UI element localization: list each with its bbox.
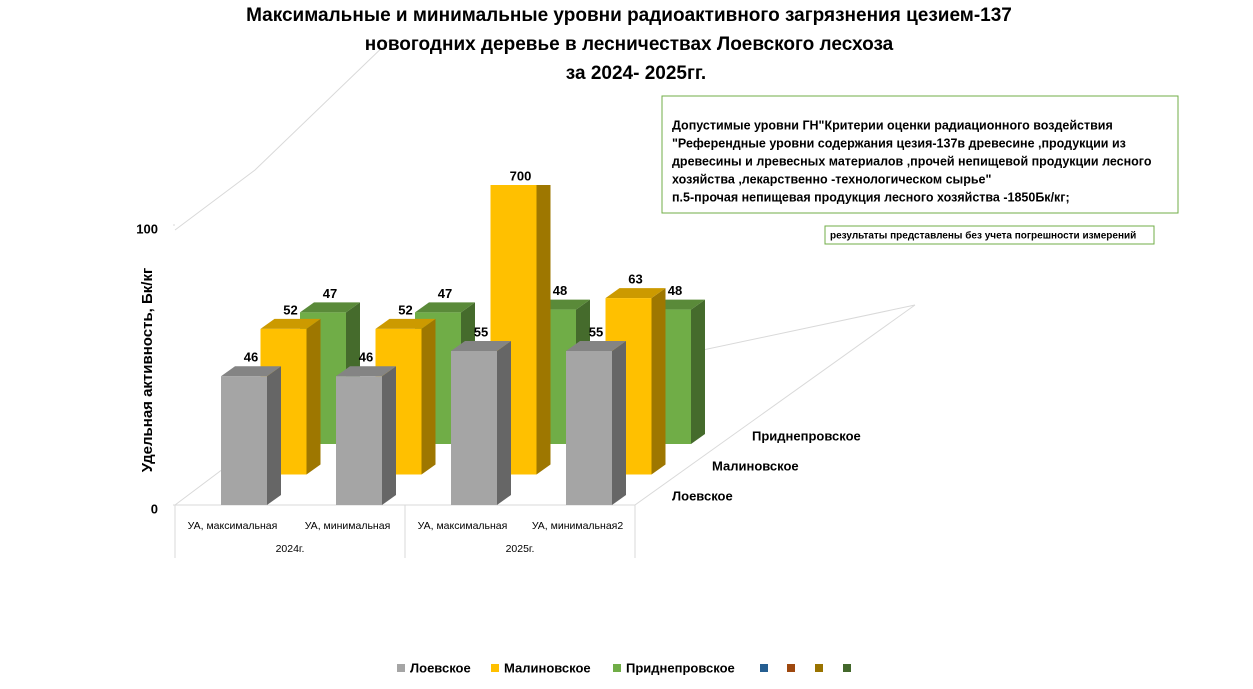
bar-top [300,302,360,313]
group-label: 2025г. [506,543,535,555]
bar-top [566,341,626,351]
data-label: 700 [510,168,532,183]
legend-swatch [397,664,405,672]
bar-top [336,366,396,377]
x-tick-label: УА, максимальная [418,520,508,532]
annotation: "Референдные уровни содержания цезия-137… [672,136,1126,150]
bar-side [421,318,436,475]
legend-label: Малиновское [504,660,591,675]
data-label: 47 [323,286,337,301]
data-label: 55 [474,324,488,339]
data-label: 48 [553,283,567,298]
depth-label: Приднепровское [752,428,861,443]
x-tick-label: УА, минимальная2 [532,520,624,532]
title: новогодних деревье в лесничествах Лоевск… [365,34,894,55]
bar-side [651,288,666,475]
y-tick-label: 100 [136,221,158,236]
data-label: 48 [668,283,682,298]
title: Максимальные и минимальные уровни радиоа… [246,5,1012,26]
title: за 2024- 2025гг. [566,63,706,84]
bar-side [612,341,626,505]
y-tick-label: 0 [151,501,158,516]
plot [221,185,705,505]
data-label: 52 [283,302,297,317]
bar-side [267,366,281,505]
data-label: 47 [438,286,452,301]
bar-side [306,318,321,475]
data-label: 46 [359,350,373,365]
legend-label: Лоевское [410,660,471,675]
bar [451,341,511,505]
x-tick-label: УА, минимальная [305,520,391,532]
data-label: 63 [628,272,642,287]
group-label: 2024г. [276,543,305,555]
bar [566,341,626,505]
annotation: хозяйства ,лекарственно -технологическом… [672,172,991,186]
x-tick-label: УА, максимальная [188,520,278,532]
bar-top [605,288,666,299]
y-axis-title: Удельная активность, Бк/кг [139,268,156,472]
note: результаты представлены без учета погреш… [830,230,1136,242]
legend-swatch [491,664,499,672]
bar-top [451,341,511,351]
annotation: древесины и лревесных материалов ,прочей… [672,154,1152,168]
legend-decor [760,664,851,672]
data-label: 55 [589,324,603,339]
bar [336,366,396,505]
bar-side [497,341,511,505]
bar-front [221,376,267,505]
bar-side [536,185,551,475]
data-label: 46 [244,350,258,365]
annotation-box [661,95,1179,214]
bar-top [260,318,321,329]
depth-label: Малиновское [712,458,799,473]
legend-swatch [613,664,621,672]
bar-side [691,299,705,444]
bar-side [382,366,396,505]
note-box [824,225,1155,245]
bar-top [415,302,475,313]
annotation: п.5-прочая непищевая продукция лесного х… [672,190,1070,204]
bar [221,366,281,505]
depth-label: Лоевское [672,488,733,503]
bar-top [221,366,281,377]
bar-front [566,351,612,505]
annotation: Допустимые уровни ГН"Критерии оценки рад… [672,118,1113,132]
legend-label: Приднепровское [626,660,735,675]
bar-top [375,318,436,329]
bar-front [451,351,497,505]
bar-front [336,376,382,505]
data-label: 52 [398,302,412,317]
